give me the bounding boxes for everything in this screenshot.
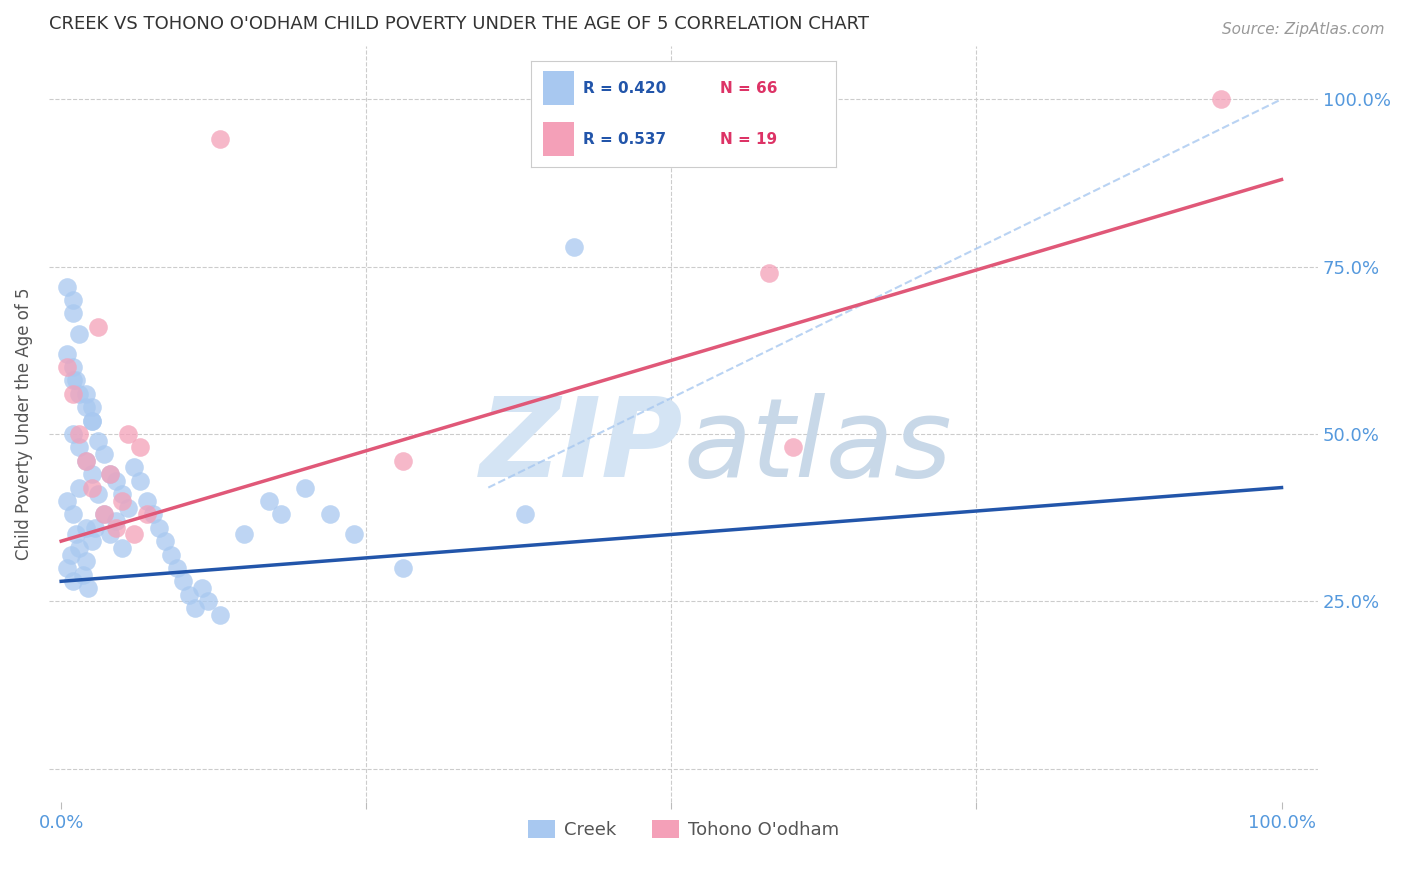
Point — [129, 441, 152, 455]
Point — [80, 467, 103, 482]
Point — [80, 534, 103, 549]
Point — [69, 481, 91, 495]
Point — [184, 601, 207, 615]
Point — [69, 541, 91, 555]
Point — [1209, 92, 1232, 106]
Point — [84, 521, 107, 535]
Point — [62, 374, 84, 388]
Point — [93, 447, 115, 461]
Point — [98, 467, 121, 482]
Point — [166, 561, 188, 575]
Point — [80, 414, 103, 428]
Point — [62, 306, 84, 320]
Point — [124, 527, 146, 541]
Point — [135, 508, 157, 522]
Point — [62, 387, 84, 401]
Point — [62, 359, 84, 374]
Point — [270, 508, 292, 522]
Y-axis label: Child Poverty Under the Age of 5: Child Poverty Under the Age of 5 — [15, 288, 32, 560]
Point — [77, 581, 100, 595]
Point — [56, 359, 79, 374]
Point — [98, 467, 121, 482]
Point — [62, 574, 84, 589]
Legend: Creek, Tohono O'odham: Creek, Tohono O'odham — [520, 813, 846, 847]
Point — [392, 454, 415, 468]
Point — [392, 561, 415, 575]
Point — [111, 494, 134, 508]
Point — [111, 541, 134, 555]
Point — [69, 427, 91, 442]
Point — [75, 454, 97, 468]
Point — [117, 427, 139, 442]
Point — [56, 279, 79, 293]
Point — [148, 521, 170, 535]
Point — [513, 508, 536, 522]
Point — [233, 527, 256, 541]
Point — [197, 594, 219, 608]
Point — [62, 427, 84, 442]
Point — [562, 239, 585, 253]
Point — [111, 487, 134, 501]
Point — [105, 514, 128, 528]
Point — [75, 401, 97, 415]
Point — [105, 474, 128, 488]
Point — [142, 508, 165, 522]
Point — [318, 508, 340, 522]
Point — [98, 527, 121, 541]
Point — [124, 460, 146, 475]
Point — [56, 494, 79, 508]
Point — [172, 574, 194, 589]
Point — [208, 607, 231, 622]
Text: atlas: atlas — [683, 393, 952, 500]
Point — [208, 132, 231, 146]
Point — [87, 434, 110, 448]
Point — [56, 346, 79, 360]
Point — [153, 534, 176, 549]
Point — [75, 454, 97, 468]
Point — [93, 508, 115, 522]
Point — [105, 521, 128, 535]
Point — [135, 494, 157, 508]
Point — [69, 387, 91, 401]
Point — [93, 508, 115, 522]
Point — [62, 293, 84, 307]
Point — [65, 374, 87, 388]
Point — [343, 527, 366, 541]
Point — [190, 581, 212, 595]
Point — [75, 521, 97, 535]
Point — [87, 319, 110, 334]
Point — [75, 387, 97, 401]
Text: ZIP: ZIP — [479, 393, 683, 500]
Point — [80, 414, 103, 428]
Point — [59, 548, 82, 562]
Point — [69, 441, 91, 455]
Point — [294, 481, 316, 495]
Point — [80, 401, 103, 415]
Point — [782, 441, 804, 455]
Point — [758, 266, 780, 280]
Point — [65, 527, 87, 541]
Point — [257, 494, 280, 508]
Point — [129, 474, 152, 488]
Point — [69, 326, 91, 341]
Point — [62, 508, 84, 522]
Point — [75, 554, 97, 568]
Point — [179, 588, 201, 602]
Point — [87, 487, 110, 501]
Point — [56, 561, 79, 575]
Point — [117, 500, 139, 515]
Point — [160, 548, 183, 562]
Point — [80, 481, 103, 495]
Text: Source: ZipAtlas.com: Source: ZipAtlas.com — [1222, 22, 1385, 37]
Point — [72, 567, 94, 582]
Text: CREEK VS TOHONO O'ODHAM CHILD POVERTY UNDER THE AGE OF 5 CORRELATION CHART: CREEK VS TOHONO O'ODHAM CHILD POVERTY UN… — [49, 15, 869, 33]
